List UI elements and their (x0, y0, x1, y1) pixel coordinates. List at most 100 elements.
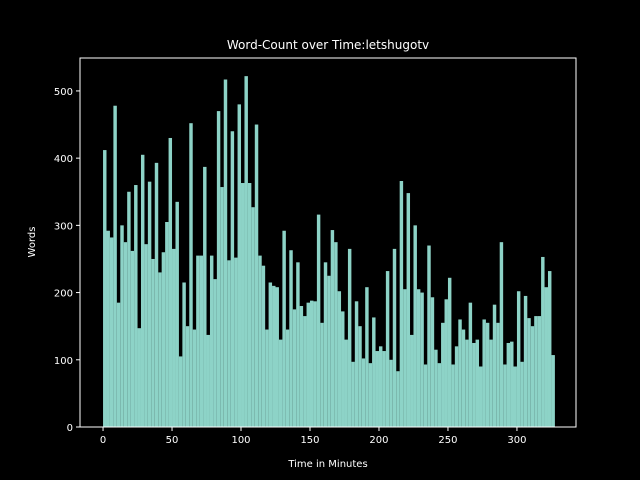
bar (358, 326, 362, 427)
bar (168, 137, 173, 427)
bar (185, 326, 190, 427)
bar (527, 318, 531, 427)
bar (209, 255, 214, 427)
bar (306, 302, 310, 427)
bar (458, 319, 462, 427)
bar (113, 105, 117, 427)
bar (278, 339, 283, 427)
bar (130, 250, 135, 427)
bar (461, 329, 466, 427)
bar (247, 183, 252, 427)
bar (272, 285, 276, 427)
bar (385, 271, 390, 427)
bar (206, 334, 210, 427)
bar (192, 329, 197, 427)
bar (354, 301, 359, 427)
bar (468, 302, 473, 427)
x-tick-label: 300 (507, 435, 526, 446)
bar (372, 317, 376, 427)
bar (441, 322, 445, 427)
bar (499, 242, 504, 427)
bar (465, 339, 469, 427)
bar (337, 291, 342, 427)
y-tick-label: 500 (54, 87, 73, 98)
bar (265, 329, 269, 427)
bar (551, 355, 555, 427)
bar (123, 242, 128, 427)
bar (475, 339, 480, 427)
bar (158, 272, 162, 427)
bar (323, 262, 328, 427)
bar (365, 287, 369, 427)
bar (140, 154, 145, 428)
bar (241, 183, 245, 427)
bar (351, 361, 355, 427)
bar (127, 191, 131, 427)
bar (516, 291, 521, 427)
bar (472, 342, 476, 427)
bar (292, 309, 297, 427)
bar (309, 300, 314, 427)
bar (327, 275, 331, 427)
x-tick-label: 250 (438, 435, 457, 446)
x-axis-label: Time in Minutes (287, 459, 367, 470)
bar (213, 279, 217, 427)
bar (137, 328, 141, 427)
bar (220, 187, 224, 427)
bar (144, 244, 148, 427)
bar (334, 242, 338, 427)
bar (447, 277, 452, 427)
bar (175, 201, 179, 427)
bar (223, 79, 228, 428)
bar (451, 364, 455, 427)
bar (537, 316, 542, 427)
bar (196, 255, 200, 427)
bar (403, 289, 407, 427)
y-tick-label: 0 (67, 423, 73, 434)
bar (251, 207, 255, 427)
bar (120, 225, 124, 427)
bar (330, 230, 335, 427)
bar (282, 230, 286, 427)
bar (275, 287, 279, 427)
bar (434, 349, 438, 427)
bar (399, 181, 404, 427)
bar (375, 351, 379, 427)
bar (268, 282, 273, 427)
bar (506, 342, 511, 427)
bar (320, 322, 324, 427)
x-tick-label: 100 (231, 435, 250, 446)
bar (178, 356, 183, 427)
bar (520, 361, 524, 427)
bar (423, 364, 428, 427)
bar (437, 363, 442, 427)
bar (530, 326, 535, 427)
bar (258, 255, 262, 427)
bar (227, 260, 231, 427)
bar (544, 287, 548, 427)
x-tick-label: 0 (100, 435, 106, 446)
chart-title: Word-Count over Time:letshugotv (227, 38, 429, 52)
bar (154, 162, 159, 427)
bar (378, 346, 383, 427)
bar (513, 366, 517, 427)
bar (420, 292, 424, 427)
bar (454, 346, 459, 427)
bar (216, 111, 221, 427)
x-tick-label: 200 (369, 435, 388, 446)
bar (492, 304, 497, 427)
y-axis-label: Words (27, 227, 38, 258)
bar (396, 371, 400, 427)
bar (261, 265, 266, 427)
bar (316, 214, 321, 427)
bar (416, 289, 421, 427)
bar (344, 339, 348, 427)
bar (313, 301, 317, 427)
bar (161, 252, 166, 427)
bar (299, 306, 304, 427)
bar (165, 222, 169, 427)
bar (203, 166, 207, 427)
bar (303, 316, 307, 427)
x-tick-label: 50 (166, 435, 179, 446)
